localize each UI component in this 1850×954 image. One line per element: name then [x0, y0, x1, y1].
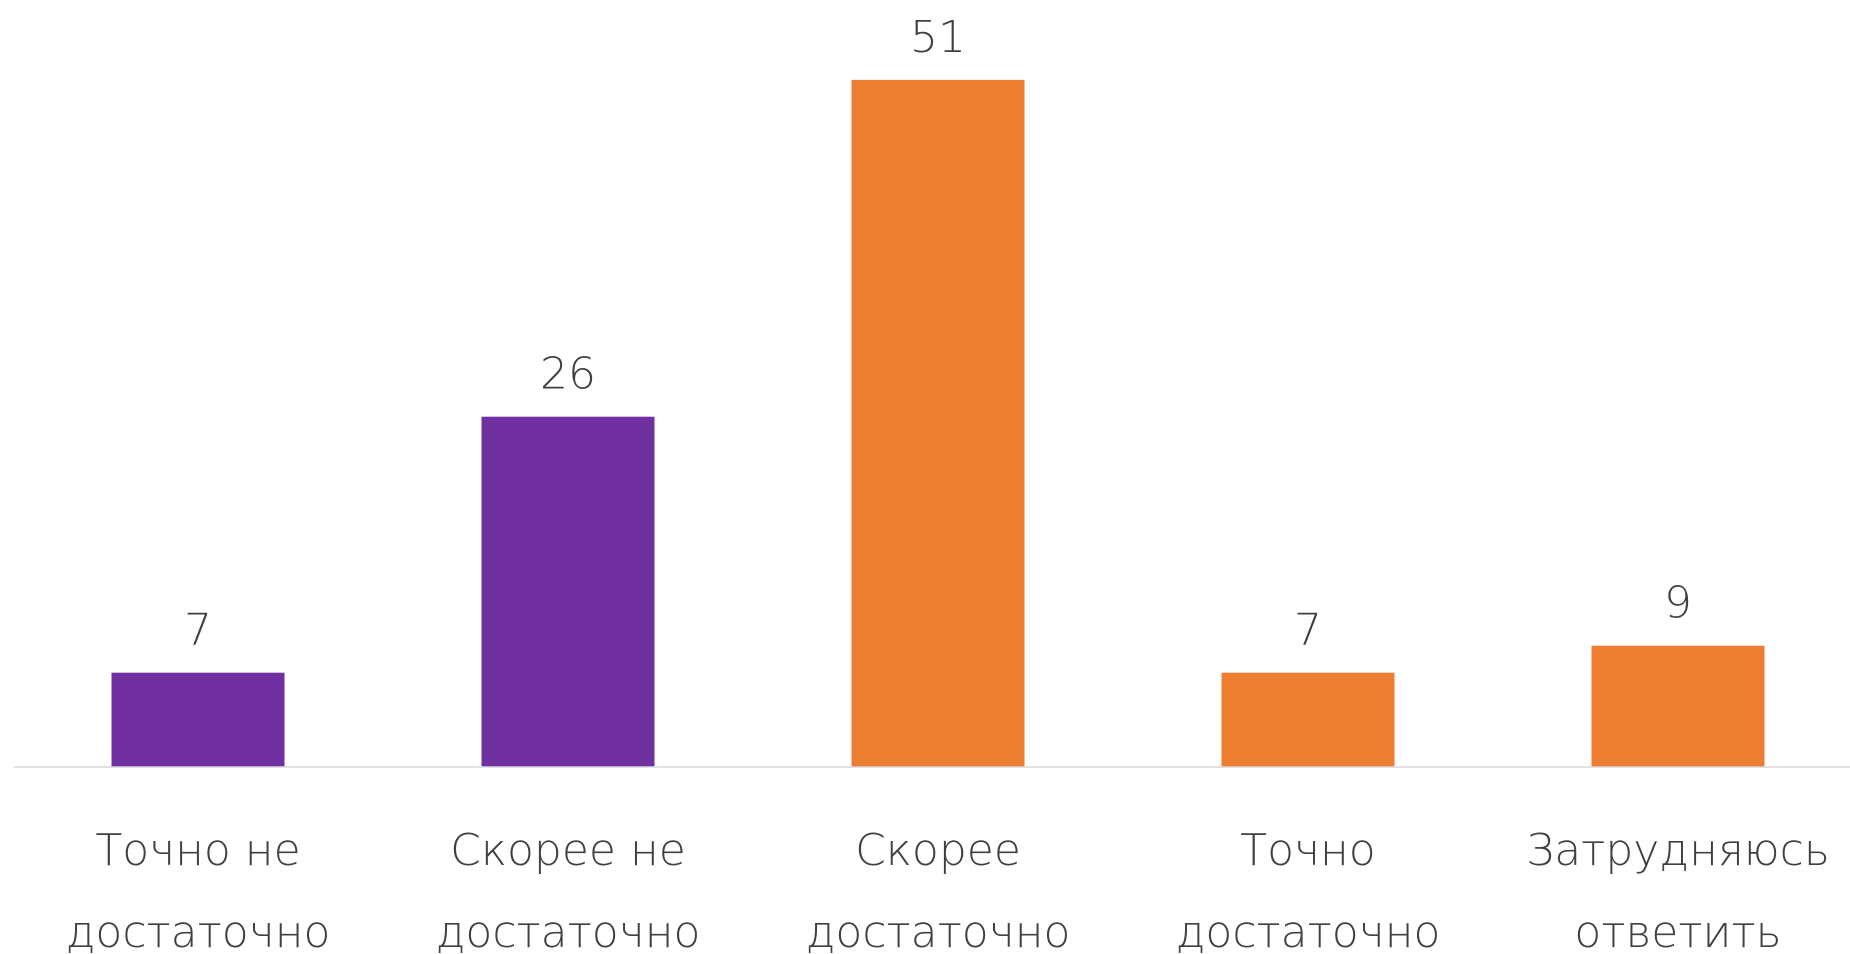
data-label: 7	[1294, 605, 1322, 656]
x-tick-label: Скорее не достаточно	[435, 825, 701, 954]
data-label: 9	[1664, 578, 1692, 629]
bar	[481, 416, 655, 767]
bar	[111, 672, 285, 767]
x-tick-label: Точно достаточно	[1175, 825, 1441, 954]
bar	[1221, 672, 1395, 767]
x-tick-label: Точно не достаточно	[65, 825, 331, 954]
x-tick-label: Скорее достаточно	[805, 825, 1071, 954]
x-tick-label: Затрудняюсь ответить	[1526, 825, 1830, 954]
data-label: 7	[184, 605, 212, 656]
bar	[851, 79, 1025, 767]
data-label: 26	[540, 349, 596, 400]
bar	[1591, 645, 1765, 767]
data-label: 51	[910, 12, 966, 63]
